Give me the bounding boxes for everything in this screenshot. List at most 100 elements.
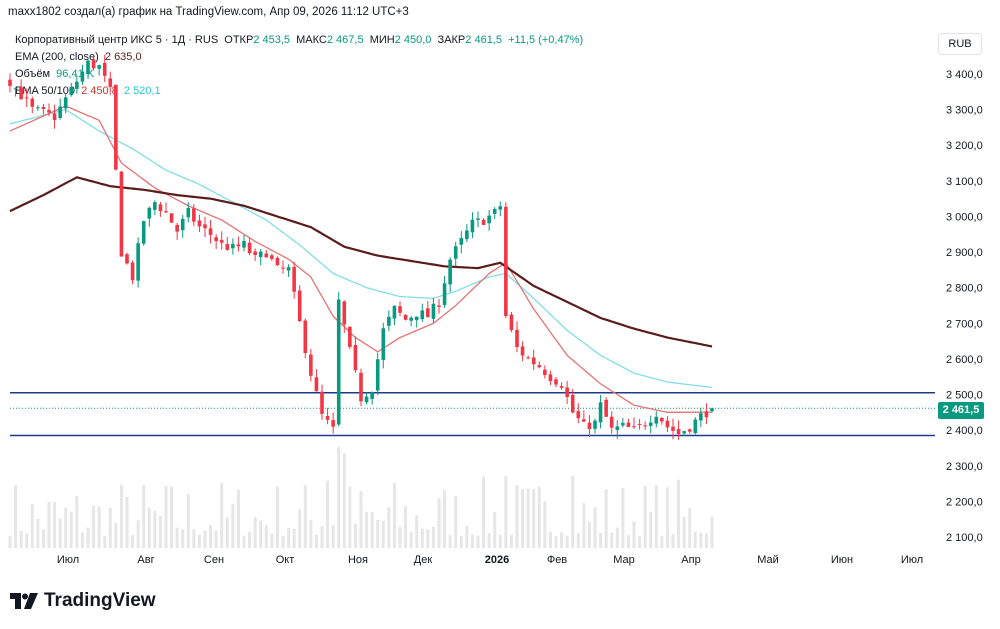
candles xyxy=(8,54,714,440)
candle-body xyxy=(314,377,319,392)
candle-body xyxy=(403,314,408,320)
candle-body xyxy=(504,206,508,316)
price-tick-label: 2 700,0 xyxy=(946,318,983,330)
currency-button[interactable]: RUB xyxy=(938,33,982,55)
candle-body xyxy=(370,392,374,400)
volume-bar xyxy=(197,534,201,548)
volume-bar xyxy=(459,535,463,548)
time-tick-label: Июл xyxy=(901,554,923,566)
candle-body xyxy=(75,81,79,89)
candle-body xyxy=(309,354,313,376)
time-tick-label: Дек xyxy=(414,554,433,566)
ema50-value: 2 450,8 xyxy=(81,85,118,97)
volume-bar xyxy=(437,498,441,548)
candle-body xyxy=(543,369,547,376)
volume-bar xyxy=(443,489,447,548)
candle-body xyxy=(492,208,497,214)
time-tick-label: Авг xyxy=(137,554,154,566)
volume-bar xyxy=(665,487,669,548)
time-axis[interactable]: Июл Авг Сен Окт Ноя Дек 2026 Фев Мар Апр Май Июн Июл xyxy=(57,554,923,566)
candle-body xyxy=(197,220,202,227)
candle-body xyxy=(203,224,207,229)
volume-bar xyxy=(682,516,686,548)
price-tick-label: 2 500,0 xyxy=(946,390,983,402)
volume-bar xyxy=(498,534,502,548)
volume-bar xyxy=(114,522,118,548)
symbol-name[interactable]: Корпоративный центр ИКС 5 · 1Д · RUS xyxy=(15,34,219,46)
time-tick-label: 2026 xyxy=(485,554,509,566)
legend-ema50-100-row[interactable]: EMA 50/100 2 450,8 2 520,1 xyxy=(15,83,583,100)
legend-ema200-row[interactable]: EMA (200, close) 2 635,0 xyxy=(15,49,583,66)
open-value: 2 453,5 xyxy=(253,34,291,46)
candle-body xyxy=(108,78,113,87)
candle-body xyxy=(242,240,246,248)
volume-bar xyxy=(392,483,396,548)
volume-bar xyxy=(30,504,34,548)
price-tick-label: 2 200,0 xyxy=(946,496,983,508)
volume-bar xyxy=(80,532,84,548)
volume-bar xyxy=(164,486,168,548)
volume-bar xyxy=(409,532,413,548)
candle-body xyxy=(270,255,274,259)
price-tick-label: 3 200,0 xyxy=(946,140,983,152)
candle-body xyxy=(576,411,581,419)
candle-body xyxy=(13,88,18,90)
volume-bar xyxy=(209,524,213,548)
volume-value: 96,41 K xyxy=(56,68,95,80)
candle-body xyxy=(387,316,391,326)
candle-body xyxy=(554,379,558,385)
candle-body xyxy=(660,417,664,422)
volume-bar xyxy=(36,518,40,548)
candle-body xyxy=(348,326,352,347)
volume-bar xyxy=(170,486,174,548)
volume-bar xyxy=(175,527,179,548)
tradingview-logo[interactable]: TradingView xyxy=(10,590,156,612)
candle-body xyxy=(141,221,146,244)
volume-bar xyxy=(548,531,552,548)
candle-body xyxy=(665,420,670,428)
candle-body xyxy=(136,243,140,281)
volume-bar xyxy=(487,533,491,548)
volume-bar xyxy=(610,532,614,548)
time-tick-label: Апр xyxy=(681,554,700,566)
candle-body xyxy=(671,426,675,431)
candle-body xyxy=(30,98,35,107)
volume-bar xyxy=(593,507,597,548)
price-tick-label: 2 600,0 xyxy=(946,354,983,366)
volume-bar xyxy=(192,529,196,548)
volume-bars xyxy=(8,447,714,548)
legend-volume-row[interactable]: Объём 96,41 K xyxy=(15,66,583,83)
volume-bar xyxy=(448,535,452,548)
candle-body xyxy=(593,420,597,429)
volume-bar xyxy=(14,485,18,548)
candle-body xyxy=(231,244,235,249)
candle-body xyxy=(654,416,659,424)
candle-body xyxy=(303,320,308,354)
price-axis[interactable]: 3 400,0 3 300,0 3 200,0 3 100,0 3 000,0 2 900… xyxy=(946,69,983,544)
candle-body xyxy=(47,109,51,113)
volume-bar xyxy=(353,523,357,548)
candle-body xyxy=(487,215,491,224)
candle-body xyxy=(186,207,191,218)
volume-bar xyxy=(225,517,229,548)
volume-bar xyxy=(370,511,374,548)
volume-bar xyxy=(576,532,580,548)
volume-bar xyxy=(543,501,547,548)
volume-bar xyxy=(103,535,107,548)
candle-body xyxy=(8,79,12,86)
horizontal-levels[interactable] xyxy=(10,391,935,437)
volume-bar xyxy=(420,528,424,548)
volume-bar xyxy=(231,504,235,548)
ema50-line xyxy=(9,105,712,413)
volume-bar xyxy=(493,512,497,548)
volume-bar xyxy=(58,518,62,548)
candle-body xyxy=(682,431,686,434)
volume-bar xyxy=(19,530,23,548)
volume-bar xyxy=(532,488,536,548)
candle-body xyxy=(114,84,118,170)
time-tick-label: Июл xyxy=(57,554,79,566)
volume-bar xyxy=(275,486,279,548)
candle-body xyxy=(292,266,296,292)
volume-bar xyxy=(236,489,240,548)
